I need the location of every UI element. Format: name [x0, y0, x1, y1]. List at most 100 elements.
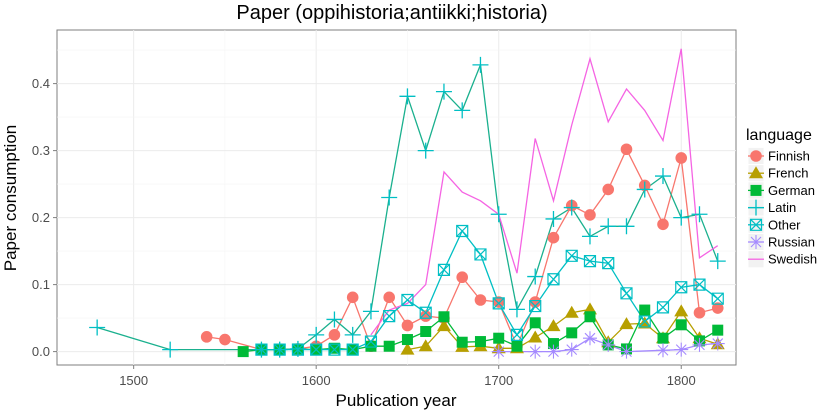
data-point-french: [436, 319, 451, 332]
data-point-latin: [545, 210, 562, 227]
data-point-latin: [344, 326, 361, 343]
y-tick-label: 0.0: [32, 344, 50, 359]
data-point-russian: [491, 344, 506, 359]
data-point-latin: [636, 181, 653, 198]
data-point-french: [674, 304, 689, 317]
data-point-other: [456, 224, 469, 238]
data-point-finnish: [547, 231, 560, 244]
data-point-russian: [546, 344, 561, 359]
data-point-latin: [381, 189, 398, 206]
data-point-french: [528, 330, 543, 343]
data-point-russian: [582, 331, 597, 346]
data-point-finnish: [675, 152, 688, 164]
data-point-finnish: [346, 291, 359, 304]
data-point-finnish: [219, 333, 231, 346]
data-point-russian: [619, 344, 634, 359]
data-point-latin: [89, 319, 106, 336]
data-point-french: [546, 319, 561, 332]
data-point-latin: [362, 303, 379, 320]
data-point-other: [638, 315, 651, 328]
legend-key-other: [749, 218, 763, 231]
data-point-french: [418, 339, 433, 352]
data-point-latin: [709, 253, 726, 270]
data-point-other: [656, 301, 670, 314]
data-point-finnish: [474, 294, 487, 306]
data-point-latin: [563, 199, 580, 216]
y-tick-label: 0.1: [32, 277, 50, 292]
legend-label-swedish: Swedish: [768, 252, 817, 267]
data-point-french: [400, 342, 415, 355]
data-point-german: [474, 336, 486, 348]
data-point-russian: [528, 344, 543, 359]
data-point-finnish: [529, 296, 542, 308]
legend-title: language: [746, 127, 812, 144]
y-axis-title: Paper consumption: [1, 125, 20, 271]
x-tick-label: 1800: [667, 373, 696, 388]
data-point-other: [255, 343, 268, 356]
y-tick-label: 0.4: [32, 76, 50, 91]
legend-key-finnish: [750, 150, 762, 162]
data-point-other: [620, 287, 633, 300]
data-point-finnish: [492, 296, 505, 308]
data-point-russian: [564, 342, 579, 357]
x-axis-ticks: 1500 1600 1700 1800: [119, 365, 696, 388]
legend-label-latin: Latin: [768, 200, 796, 215]
data-point-other: [711, 292, 724, 305]
data-point-other: [565, 249, 578, 262]
data-point-latin: [417, 142, 434, 159]
data-point-latin: [691, 206, 708, 223]
series-line-latin: [97, 64, 719, 351]
data-point-other: [328, 343, 341, 356]
legend-label-russian: Russian: [768, 235, 815, 250]
data-point-latin: [162, 341, 179, 358]
data-point-other: [583, 255, 597, 268]
data-point-finnish: [620, 143, 633, 156]
data-point-german: [493, 332, 505, 344]
data-point-finnish: [693, 306, 706, 319]
data-point-other: [401, 293, 414, 307]
data-point-finnish: [602, 183, 615, 196]
data-point-finnish: [383, 291, 395, 304]
series-line-finnish: [206, 147, 718, 351]
data-point-german: [566, 327, 578, 339]
data-point-other: [291, 343, 305, 356]
data-point-latin: [472, 56, 489, 73]
data-point-german: [456, 336, 468, 348]
data-point-german: [639, 304, 651, 316]
data-point-french: [564, 305, 579, 318]
data-point-finnish: [419, 310, 432, 322]
chart-title: Paper (oppihistoria;antiikki;historia): [236, 2, 547, 24]
data-point-finnish: [711, 302, 724, 314]
legend-label-other: Other: [768, 217, 801, 232]
data-point-other: [529, 299, 542, 313]
y-tick-label: 0.2: [32, 210, 50, 225]
data-point-other: [346, 343, 359, 356]
data-point-german: [365, 340, 377, 352]
data-point-finnish: [328, 329, 341, 341]
x-tick-label: 1500: [119, 373, 148, 388]
data-point-german: [584, 311, 596, 323]
data-point-finnish: [584, 209, 596, 221]
data-point-french: [619, 317, 634, 330]
data-point-latin: [581, 228, 598, 245]
x-tick-label: 1600: [302, 373, 331, 388]
series-markers: [89, 56, 726, 359]
series-line-swedish: [370, 48, 719, 336]
legend-label-french: French: [768, 166, 808, 181]
data-point-german: [237, 346, 249, 358]
data-point-other: [675, 281, 688, 294]
data-point-other: [310, 343, 323, 356]
data-point-finnish: [401, 319, 414, 332]
legend: language Finnish French German Latin Other Ru…: [746, 127, 817, 269]
x-axis-title: Publication year: [336, 391, 457, 410]
y-tick-label: 0.3: [32, 143, 50, 158]
data-point-german: [712, 324, 724, 336]
legend-label-finnish: Finnish: [768, 149, 810, 164]
data-point-other: [364, 335, 378, 348]
data-point-other: [474, 248, 487, 261]
data-point-russian: [655, 343, 670, 358]
legend-key-german: [750, 184, 762, 196]
data-point-russian: [601, 337, 616, 352]
data-point-latin: [435, 83, 452, 100]
data-point-latin: [454, 102, 471, 119]
